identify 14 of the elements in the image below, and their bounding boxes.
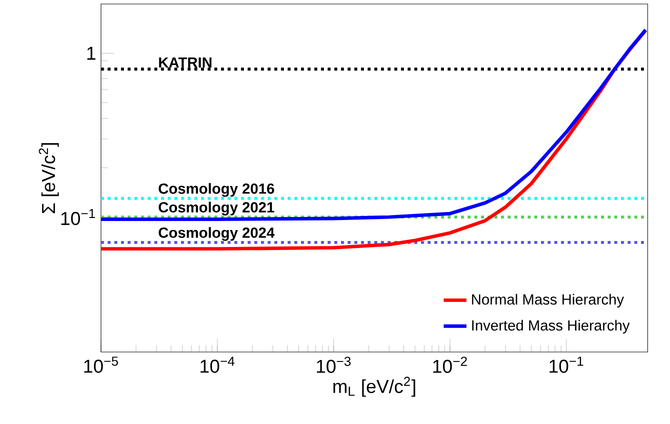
x-tick-label: 10$^{−4}$ — [200, 356, 234, 373]
x-tick-label: 10$^{−3}$ — [316, 356, 351, 373]
ref-line-label: Cosmology 2021 — [158, 202, 274, 216]
legend-label: Normal Mass Hierarchy — [472, 294, 624, 308]
x-tick-label: 10$^{−2}$ — [433, 356, 467, 373]
ref-line-label: Cosmology 2024 — [158, 227, 275, 241]
y-axis-title: Σ [eV/c$^{2}$] — [38, 143, 59, 214]
legend-label: Inverted Mass Hierarchy — [472, 320, 630, 334]
x-axis-title: m$_{L}$ [eV/c$^{2}$] — [333, 376, 416, 397]
ref-line-label: KATRIN — [159, 57, 212, 68]
x-tick-label: 10$^{−1}$ — [550, 356, 584, 373]
ref-line-label: Cosmology 2016 — [158, 183, 274, 197]
y-tick-label: 1 — [87, 46, 96, 60]
x-tick-label: 10$^{−5}$ — [84, 356, 118, 373]
